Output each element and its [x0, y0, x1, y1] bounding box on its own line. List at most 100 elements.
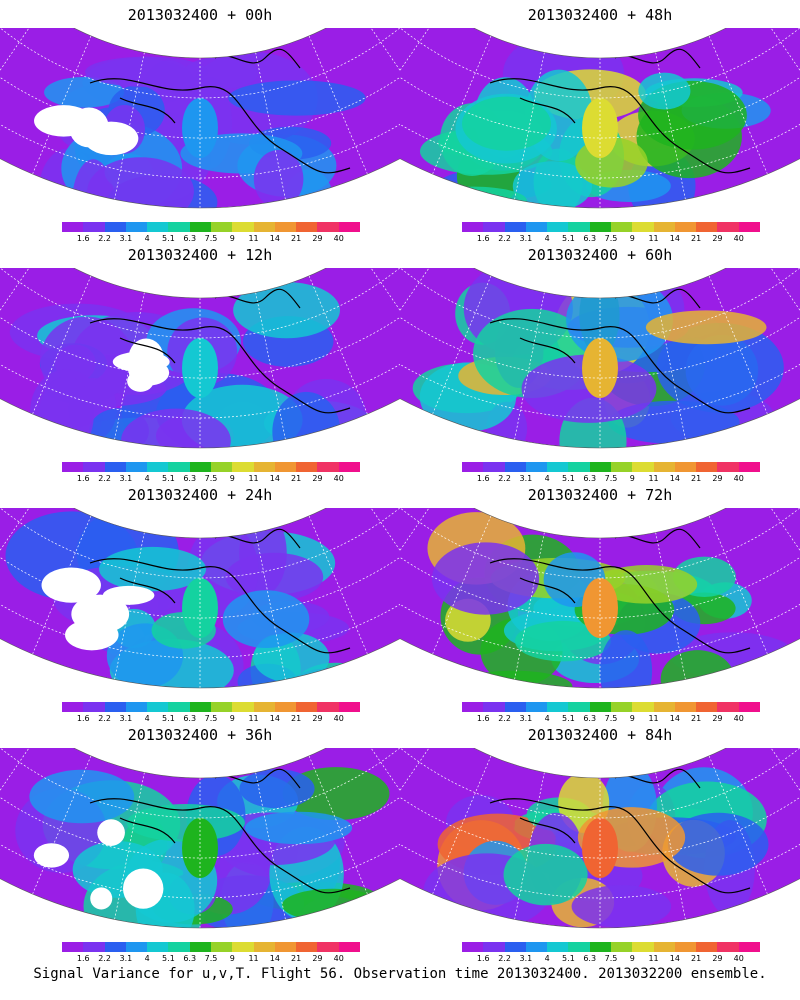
colorbar-swatch — [125, 462, 148, 472]
colorbar-tick-label: 7.5 — [604, 234, 618, 243]
colorbar-tick-label: 3.1 — [519, 954, 533, 963]
colorbar — [462, 462, 760, 472]
colorbar-tick-label: 9 — [229, 954, 235, 963]
colorbar-tick-label: 29 — [312, 714, 323, 723]
colorbar-swatch — [104, 942, 126, 952]
colorbar-swatch — [317, 462, 339, 472]
variance-map — [0, 748, 400, 929]
map-panel-60h: 2013032400 + 60h 1.6 2.2 3.1 4 5.1 6.3 7.5 9 11 14… — [400, 240, 800, 483]
colorbar-tick-label: 9 — [629, 234, 635, 243]
colorbar-swatch — [210, 222, 233, 232]
colorbar-tick-label: 29 — [712, 474, 723, 483]
colorbar-swatch — [610, 222, 633, 232]
panel-title: 2013032400 + 00h — [127, 6, 273, 24]
colorbar-swatch — [589, 942, 611, 952]
colorbar-tick-label: 29 — [312, 474, 323, 483]
colorbar-tick-label: 29 — [712, 954, 723, 963]
colorbar-swatch — [632, 462, 654, 472]
colorbar-swatch — [483, 462, 505, 472]
map-panel-00h: 2013032400 + 00h 1.6 2.2 3.1 4 5.1 6.3 7.5 9 11 14… — [0, 0, 400, 243]
colorbar-swatch — [83, 222, 105, 232]
colorbar-swatch — [338, 222, 360, 232]
colorbar-swatch — [147, 462, 169, 472]
variance-map — [400, 268, 800, 449]
colorbar-swatch — [738, 942, 760, 952]
colorbar-swatch — [462, 942, 484, 952]
colorbar-tick-label: 7.5 — [204, 714, 218, 723]
colorbar-swatch — [104, 462, 126, 472]
colorbar-swatch — [653, 702, 675, 712]
colorbar-swatch — [62, 702, 84, 712]
colorbar-tick-label: 6.3 — [583, 234, 597, 243]
colorbar-tick-label: 40 — [733, 714, 744, 723]
colorbar-swatch — [696, 222, 718, 232]
map-panel-84h: 2013032400 + 84h 1.6 2.2 3.1 4 5.1 6.3 7.5 9 11 14… — [400, 720, 800, 963]
colorbar-swatch — [338, 942, 360, 952]
colorbar-swatch — [717, 222, 739, 232]
panel-title: 2013032400 + 84h — [527, 726, 673, 744]
colorbar-tick-label: 11 — [648, 474, 659, 483]
colorbar-tick-label: 6.3 — [583, 954, 597, 963]
colorbar-tick-label: 6.3 — [183, 234, 197, 243]
colorbar-swatch — [696, 942, 718, 952]
colorbar-swatch — [210, 702, 233, 712]
variance-map — [400, 28, 800, 209]
colorbar-swatch — [547, 702, 569, 712]
panel-title: 2013032400 + 24h — [127, 486, 273, 504]
colorbar-swatch — [504, 222, 526, 232]
colorbar — [462, 942, 760, 952]
colorbar-tick-label: 21 — [291, 234, 302, 243]
colorbar-swatch — [147, 942, 169, 952]
colorbar-tick-label: 2.2 — [98, 714, 111, 723]
colorbar — [462, 222, 760, 232]
colorbar-swatch — [610, 702, 633, 712]
colorbar-tick-label: 40 — [333, 234, 344, 243]
colorbar-swatch — [147, 702, 169, 712]
colorbar-tick-label: 1.6 — [476, 954, 490, 963]
colorbar-tick-label: 7.5 — [604, 954, 618, 963]
colorbar-tick-label: 21 — [691, 474, 702, 483]
colorbar-tick-label: 6.3 — [583, 474, 597, 483]
colorbar-labels: 1.6 2.2 3.1 4 5.1 6.3 7.5 9 11 14 21 29 40 — [62, 234, 360, 244]
colorbar-tick-label: 2.2 — [98, 234, 111, 243]
colorbar-tick-label: 40 — [733, 234, 744, 243]
colorbar-swatch — [525, 222, 548, 232]
colorbar-swatch — [253, 462, 275, 472]
colorbar-tick-label: 21 — [691, 954, 702, 963]
colorbar-tick-label: 5.1 — [162, 474, 175, 483]
colorbar-tick-label: 4 — [544, 714, 550, 723]
colorbar-tick-label: 11 — [648, 954, 659, 963]
colorbar-tick-label: 14 — [669, 954, 680, 963]
colorbar — [462, 702, 760, 712]
colorbar-swatch — [317, 942, 339, 952]
colorbar-swatch — [253, 702, 275, 712]
map-panel-72h: 2013032400 + 72h 1.6 2.2 3.1 4 5.1 6.3 7.5 9 11 14… — [400, 480, 800, 723]
colorbar-swatch — [83, 702, 105, 712]
colorbar-tick-label: 3.1 — [119, 954, 133, 963]
colorbar-swatch — [653, 942, 675, 952]
colorbar-tick-label: 7.5 — [204, 474, 218, 483]
map-panel-24h: 2013032400 + 24h 1.6 2.2 3.1 4 5.1 6.3 7.5 9 11 14… — [0, 480, 400, 723]
colorbar-swatch — [274, 942, 297, 952]
colorbar-swatch — [296, 942, 318, 952]
colorbar-tick-label: 3.1 — [519, 714, 533, 723]
colorbar-swatch — [83, 942, 105, 952]
colorbar-tick-label: 21 — [691, 714, 702, 723]
colorbar-swatch — [189, 702, 211, 712]
colorbar-swatch — [632, 702, 654, 712]
colorbar-swatch — [83, 462, 105, 472]
colorbar-swatch — [274, 462, 297, 472]
colorbar-swatch — [104, 222, 126, 232]
colorbar-tick-label: 5.1 — [162, 714, 175, 723]
colorbar-swatch — [210, 462, 233, 472]
panel-title: 2013032400 + 12h — [127, 246, 273, 264]
colorbar-tick-label: 14 — [269, 954, 280, 963]
panel-title: 2013032400 + 60h — [527, 246, 673, 264]
map-panel-12h: 2013032400 + 12h 1.6 2.2 3.1 4 5.1 6.3 7.5 9 11 14… — [0, 240, 400, 483]
colorbar-swatch — [696, 702, 718, 712]
colorbar-swatch — [210, 942, 233, 952]
colorbar-tick-label: 1.6 — [76, 474, 90, 483]
colorbar-swatch — [568, 702, 590, 712]
colorbar-swatch — [462, 222, 484, 232]
colorbar-tick-label: 7.5 — [204, 954, 218, 963]
